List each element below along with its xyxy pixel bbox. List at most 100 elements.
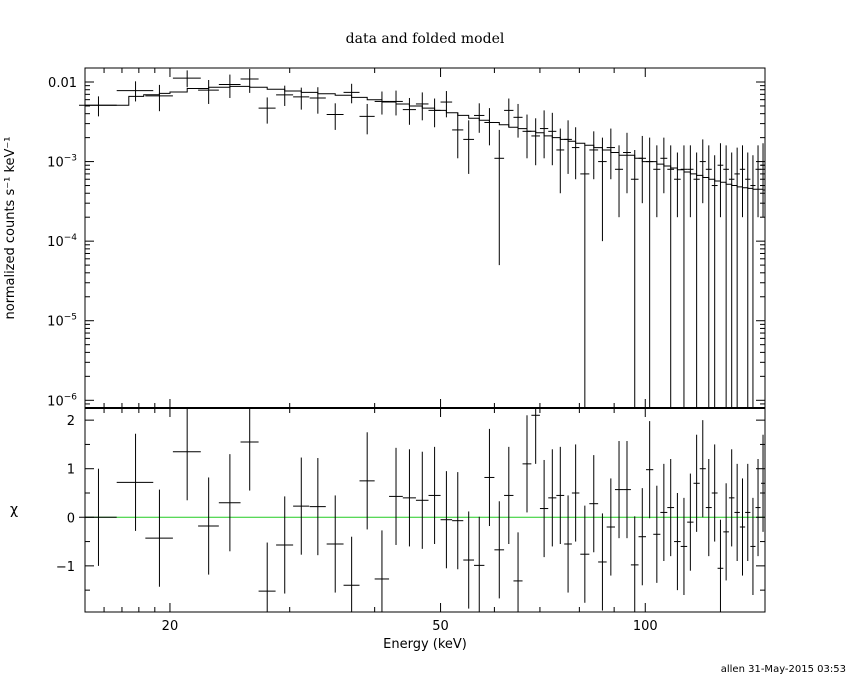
residual-point [598,513,607,611]
spectrum-point [653,145,661,218]
residual-point [750,497,756,595]
spectrum-point [513,103,523,138]
spectrum-plot-frame [84,67,766,409]
spectrum-point [761,143,765,218]
energy-x-axis-label: Energy (keV) [383,637,467,652]
residual-y-tick-label: 0 [67,511,75,526]
residual-point [494,501,505,599]
energy-x-axis: 20 50 100 [84,408,766,634]
residual-point [623,441,631,539]
residual-point [717,519,724,612]
spectrum-point [504,98,514,128]
spectrum-point [734,147,740,408]
spectrum-point [739,145,746,218]
spectrum-point [589,131,599,180]
residual-point [258,542,276,612]
energy-x-tick-label: 50 [432,619,449,634]
spectrum-point [522,114,532,159]
chart-title: data and folded model [346,31,505,47]
residual-point [428,446,441,544]
spectrum-point [484,108,495,146]
spectrum-point [494,129,505,266]
residual-point [630,516,639,612]
spectrum-point [674,152,681,218]
spectrum-point [699,139,706,204]
residual-point [531,408,540,464]
residual-point [116,433,154,531]
spectrum-panel: 0.01 10−3 10−4 10−5 10−6 normalized counts s… [3,67,766,409]
residual-point [653,485,661,583]
spectrum-point [571,127,580,180]
residual-point [693,434,700,532]
spectrum-point [240,68,259,93]
spectrum-point [343,83,360,104]
residual-point [309,458,326,556]
residual-point [589,455,599,553]
spectrum-point [309,87,326,114]
residual-point [513,532,523,612]
spectrum-y-axis: 0.01 10−3 10−4 10−5 10−6 [47,76,765,409]
spectrum-data-points [79,68,765,408]
residual-point [218,454,241,552]
spectrum-point [717,143,724,218]
residual-panel: −1 0 1 2 20 50 100 χ Energy (keV) [10,407,766,652]
residual-point [293,457,310,555]
residual-point [580,505,590,603]
residual-point [699,420,706,518]
spectrum-point [723,145,729,408]
spectrum-point [326,103,344,130]
spectrum-point [463,120,475,174]
spectrum-point [680,145,688,408]
spectrum-point [531,118,540,166]
residual-point [389,447,403,545]
spectrum-point [359,103,375,135]
residual-point [522,415,532,513]
spectrum-point [645,137,654,408]
residual-point [374,530,390,612]
spectrum-point [258,97,276,124]
residual-point [474,516,485,612]
residual-y-tick-label: 2 [67,414,75,429]
residual-plot-frame [84,407,766,613]
spectrum-point [630,149,639,408]
residual-point [172,408,201,501]
residual-point [711,444,718,542]
spectrum-point [693,152,700,408]
residual-point [504,446,514,544]
residual-point [745,463,751,561]
residual-point [680,497,688,595]
spectrum-point [145,84,173,112]
spectrum-y-tick-label: 10−5 [47,313,77,330]
residual-y-tick-label: −1 [56,560,75,575]
spectrum-point [606,128,615,180]
residual-point [638,488,646,586]
residual-y-axis: −1 0 1 2 [56,414,765,591]
residual-point [276,496,294,594]
spectrum-y-tick-label: 10−6 [47,392,77,409]
residual-point [645,421,654,519]
residual-point [145,489,173,587]
residual-point [728,449,735,547]
residual-point [343,536,360,612]
spectrum-y-tick-label: 10−3 [47,154,77,171]
spectrum-x-ticks [84,68,766,408]
spectrum-point [728,152,735,408]
spectrum-point [687,145,694,218]
spectrum-point [548,112,557,166]
spectrum-y-axis-label: normalized counts s⁻¹ keV⁻¹ [3,137,18,320]
spectrum-y-tick-label: 0.01 [48,76,77,91]
spectrum-point [564,120,572,174]
spectrum-y-tick-label: 10−4 [47,233,77,250]
residual-point [606,478,615,576]
residual-y-axis-label: χ [10,502,18,518]
residual-point [415,451,429,549]
spectrum-point [638,135,646,204]
residual-point [674,493,681,591]
spectrum-point [750,155,756,408]
residual-point [440,471,453,569]
spectrum-point [623,132,631,194]
residual-point [761,434,765,532]
spectrum-point [172,70,201,88]
spectrum-point [440,91,453,118]
